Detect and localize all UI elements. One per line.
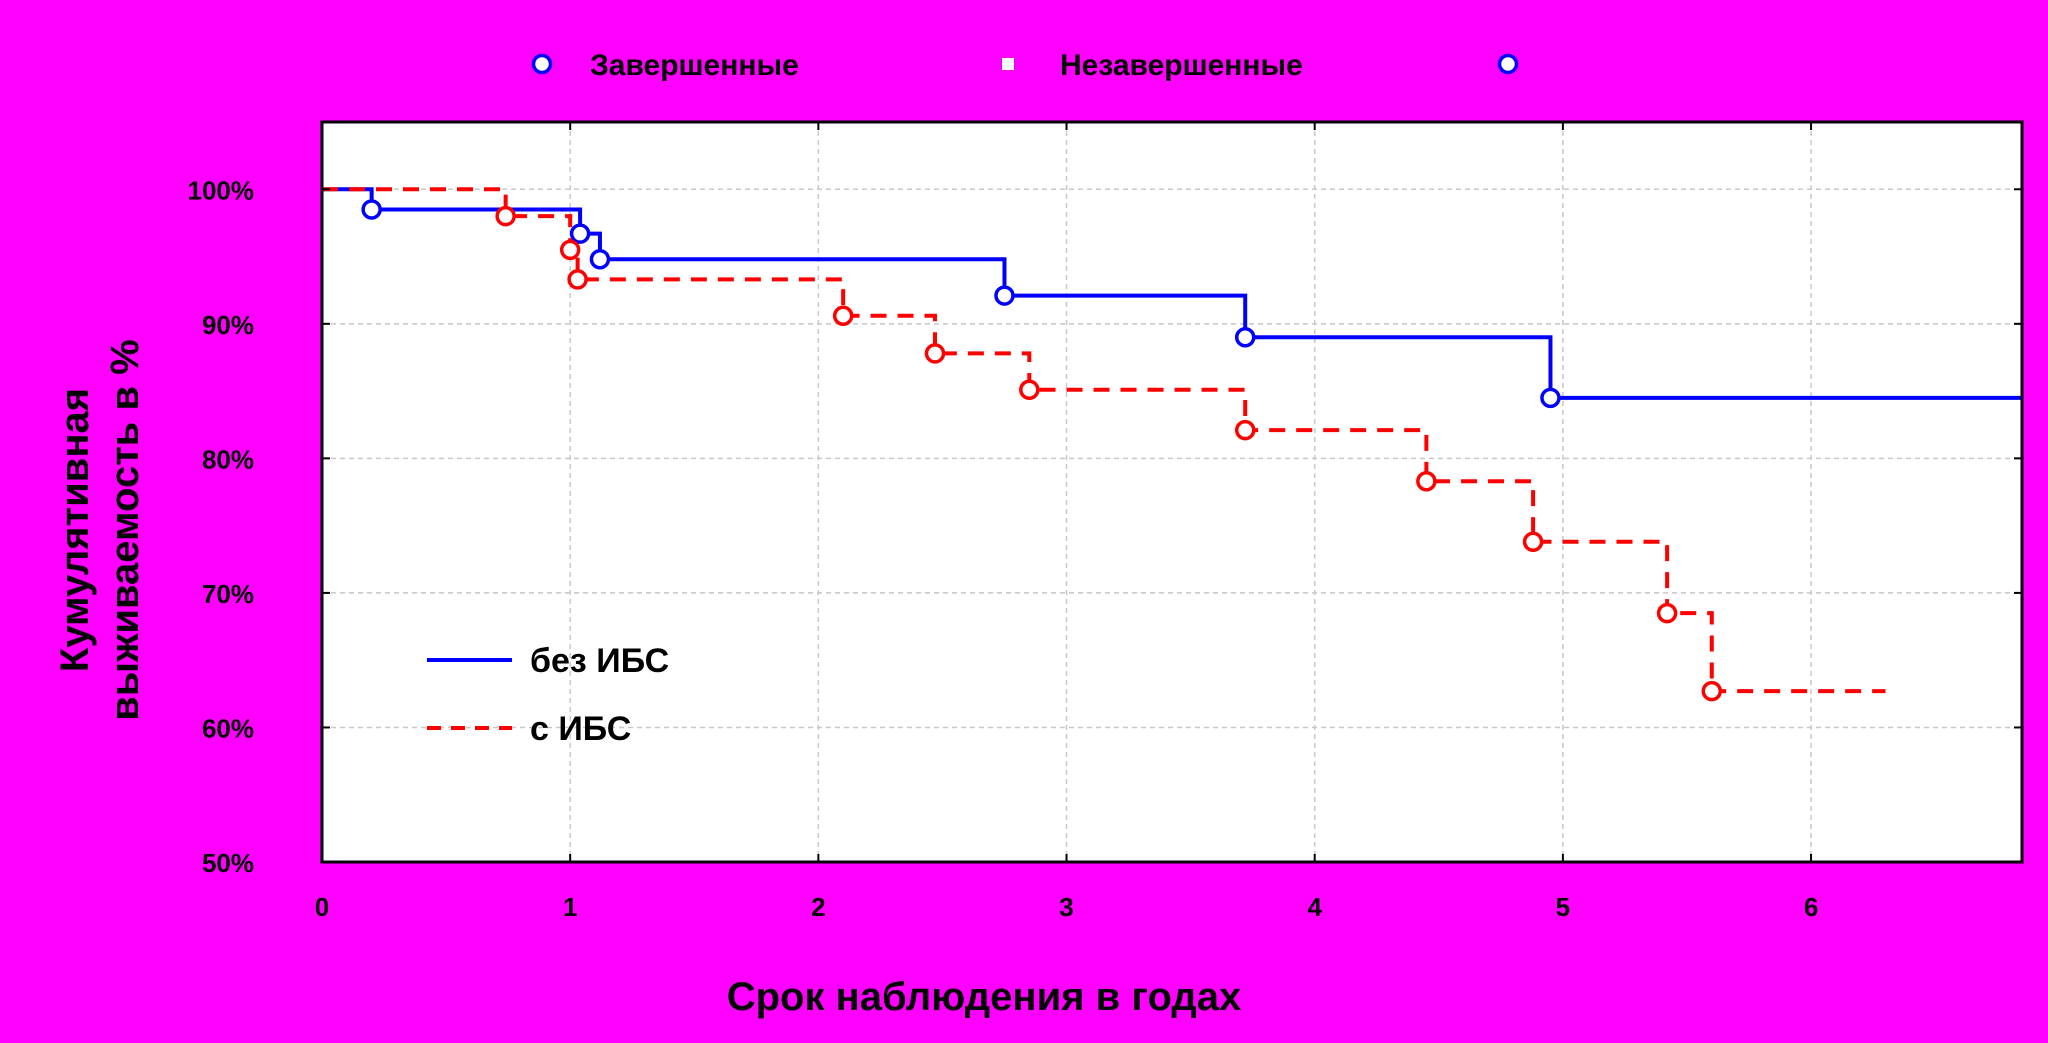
series-legend-label-0: без ИБС	[530, 642, 669, 680]
x-axis-title: Срок наблюдения в годах	[727, 975, 1242, 1019]
plot-frame	[320, 120, 2024, 864]
legend-circle-icon	[531, 53, 553, 75]
y-tick-label: 50%	[202, 848, 254, 878]
x-tick-label: 3	[1059, 892, 1073, 922]
y-tick-label: 100%	[188, 175, 255, 205]
completed-event-marker	[1019, 379, 1040, 400]
x-tick-label: 5	[1556, 892, 1570, 922]
plot-area	[322, 122, 2022, 862]
completed-event-marker	[1701, 680, 1723, 702]
completed-event-marker	[1540, 387, 1561, 409]
y-tick-label: 90%	[202, 310, 254, 340]
x-tick-label: 2	[811, 892, 825, 922]
completed-event-marker	[832, 305, 854, 326]
series-line	[322, 187, 2022, 400]
completed-event-marker	[589, 248, 611, 270]
series-layer	[322, 187, 2022, 702]
completed-event-marker	[1234, 419, 1256, 441]
legend-circle-icon	[1497, 53, 1519, 75]
series-1	[322, 187, 1886, 702]
series-0	[322, 187, 2022, 409]
legend-item-label: Завершенные	[590, 49, 799, 82]
completed-event-marker	[567, 269, 588, 290]
completed-event-marker	[1234, 327, 1256, 348]
series-legend: без ИБС с ИБС	[427, 642, 669, 748]
completed-event-marker	[924, 343, 946, 364]
y-axis-title-line-1: Кумулятивная	[53, 388, 97, 672]
completed-event-marker	[559, 239, 581, 261]
legend-square-icon	[1002, 58, 1014, 70]
y-axis-title: Кумулятивная выживаемость в %	[53, 339, 147, 721]
y-tick-label: 60%	[202, 713, 254, 743]
tick-layer: 0 1 2 3 4 5 6 50% 60% 70% 80% 90% 100%	[188, 122, 2022, 922]
completed-event-marker	[361, 199, 382, 220]
completed-event-marker	[495, 205, 516, 227]
completed-event-marker	[1522, 531, 1544, 553]
y-axis-title-line-2: выживаемость в %	[103, 339, 147, 721]
completed-event-marker	[1416, 470, 1437, 492]
y-tick-label: 70%	[202, 579, 254, 609]
completed-event-marker	[1656, 602, 1678, 624]
x-tick-label: 6	[1804, 892, 1818, 922]
completed-event-marker	[569, 223, 591, 244]
legend-item-label: Незавершенные	[1060, 49, 1303, 82]
completed-event-marker	[994, 285, 1015, 306]
series-legend-label-1: с ИБС	[530, 710, 631, 748]
y-tick-label: 80%	[202, 444, 254, 474]
x-tick-label: 4	[1307, 892, 1322, 922]
x-tick-label: 1	[563, 892, 577, 922]
x-tick-label: 0	[315, 892, 329, 922]
grid-lines	[322, 122, 2022, 862]
marker-legend: Завершенные Незавершенные	[531, 49, 1519, 82]
